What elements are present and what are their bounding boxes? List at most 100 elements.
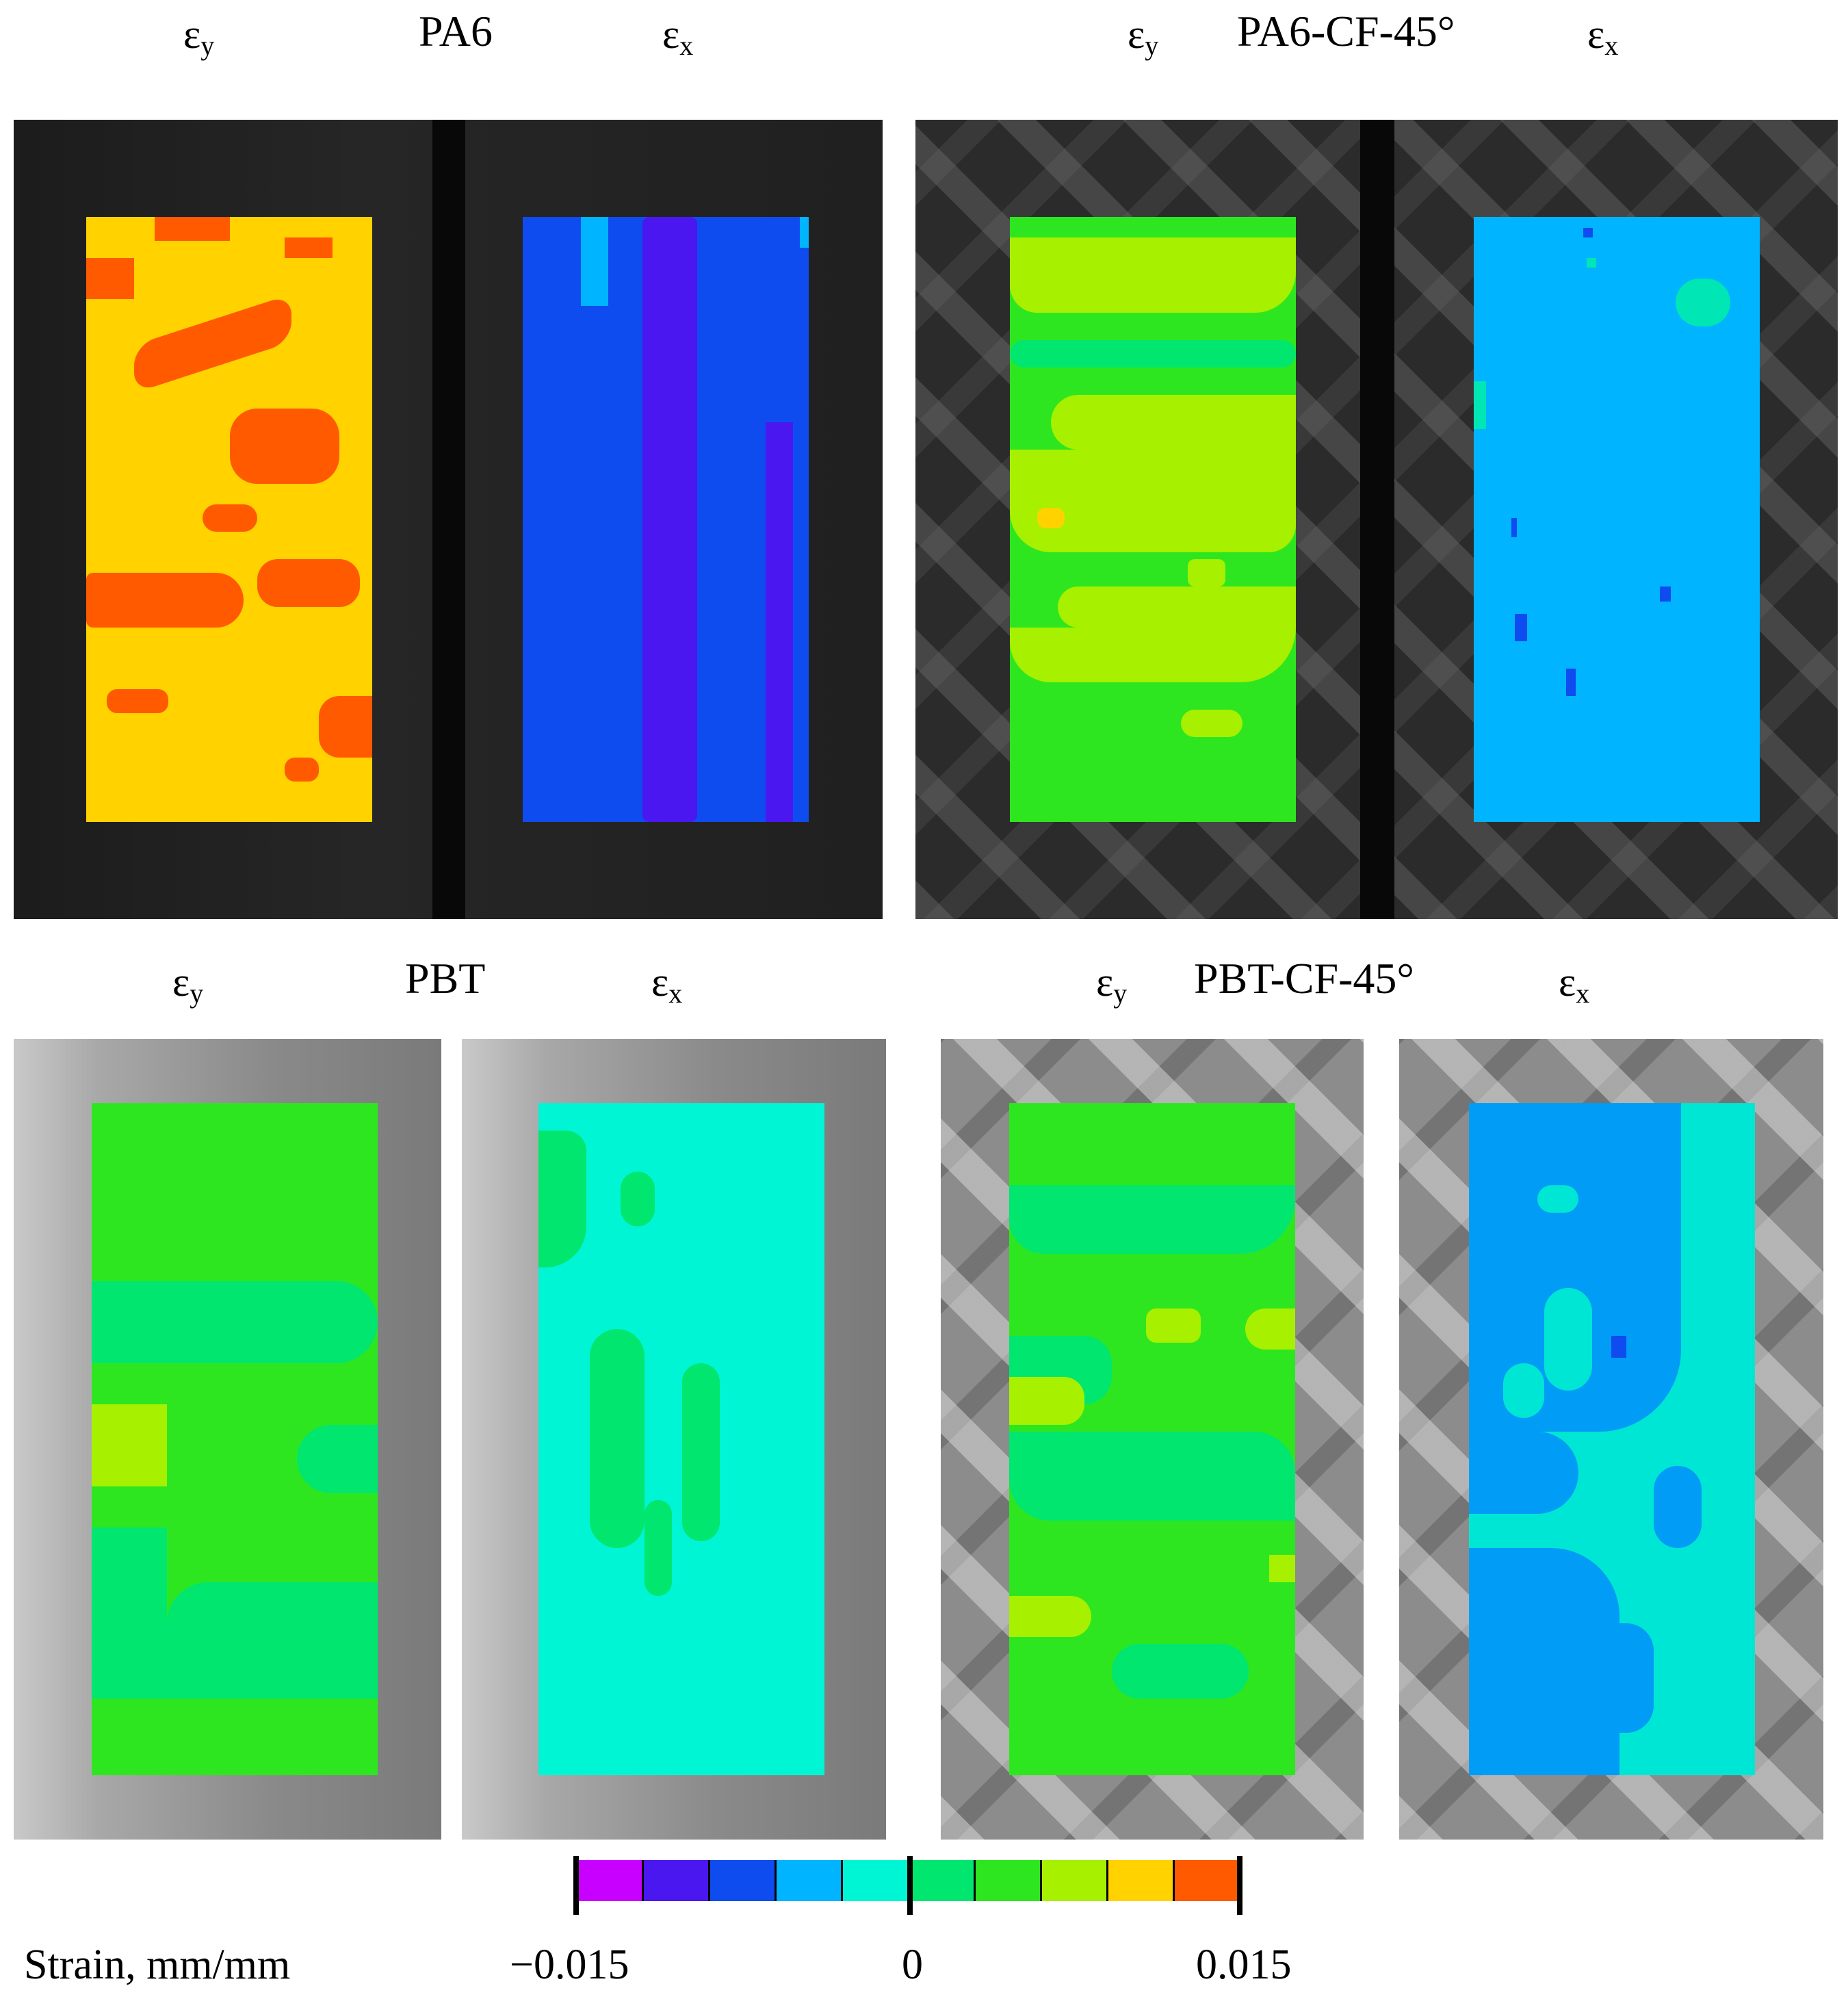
pa6cf-title: PA6-CF-45° bbox=[1237, 7, 1455, 55]
pbt-ex-strain-map bbox=[538, 1103, 824, 1775]
strain-region bbox=[1009, 1432, 1295, 1521]
pa6-ey-label: εy bbox=[183, 12, 215, 61]
strain-region bbox=[766, 422, 793, 822]
pbt-ex-label: εx bbox=[651, 959, 683, 1009]
strain-region bbox=[1469, 1432, 1578, 1514]
pa6cf-ex-strain-map bbox=[1474, 217, 1760, 822]
colorbar-tick bbox=[841, 1860, 843, 1901]
pbtcf-ey-specimen-image bbox=[941, 1039, 1364, 1840]
strain-region bbox=[1058, 586, 1296, 628]
strain-region bbox=[230, 409, 339, 484]
strain-region bbox=[107, 689, 168, 713]
pbtcf-ey-strain-map bbox=[1009, 1103, 1295, 1775]
strain-region bbox=[1009, 1185, 1295, 1254]
strain-colorbar bbox=[573, 1856, 1242, 1915]
strain-region bbox=[1010, 450, 1296, 552]
strain-region bbox=[1660, 586, 1671, 602]
strain-region bbox=[1010, 340, 1296, 367]
strain-region bbox=[1611, 1336, 1626, 1358]
strain-region bbox=[1551, 1623, 1654, 1733]
strain-region bbox=[285, 758, 319, 782]
colorbar-tick bbox=[1040, 1860, 1042, 1901]
colorbar-segment bbox=[576, 1860, 642, 1901]
strain-region bbox=[1515, 614, 1527, 641]
colorbar-tick bbox=[974, 1860, 976, 1901]
strain-region bbox=[1051, 395, 1296, 450]
colorbar-end-right bbox=[1237, 1856, 1242, 1915]
colorbar-segment bbox=[974, 1860, 1041, 1901]
strain-region bbox=[800, 217, 809, 248]
strain-region bbox=[1474, 381, 1486, 429]
pa6cf-ex-label: εx bbox=[1587, 12, 1619, 61]
pbt-title: PBT bbox=[405, 954, 486, 1003]
strain-region bbox=[257, 559, 360, 607]
colorbar-segment bbox=[709, 1860, 775, 1901]
strain-region bbox=[682, 1363, 720, 1541]
strain-region bbox=[1583, 228, 1593, 237]
colorbar-segment bbox=[1173, 1860, 1240, 1901]
strain-region bbox=[1009, 1596, 1091, 1637]
strain-region bbox=[174, 1699, 297, 1733]
colorbar-segment bbox=[1107, 1860, 1173, 1901]
pa6cf-ey-label: εy bbox=[1128, 12, 1159, 61]
strain-region bbox=[645, 1500, 672, 1596]
strain-region bbox=[1009, 1377, 1084, 1425]
strain-region bbox=[155, 217, 230, 241]
strain-region bbox=[1010, 628, 1296, 682]
colorbar-segment bbox=[1041, 1860, 1107, 1901]
pa6cf-specimen-image bbox=[915, 120, 1838, 919]
strain-region bbox=[590, 1329, 645, 1548]
strain-region bbox=[1566, 669, 1576, 696]
pa6-ex-label: εx bbox=[662, 12, 694, 61]
strain-region bbox=[203, 504, 257, 532]
colorbar-tick bbox=[1173, 1860, 1175, 1901]
colorbar-segment bbox=[908, 1860, 974, 1901]
strain-region bbox=[319, 696, 372, 758]
pbtcf-ex-label: εx bbox=[1559, 959, 1590, 1009]
colorbar-max-label: 0.015 bbox=[1196, 1942, 1292, 1988]
pa6cf-ey-strain-map bbox=[1010, 217, 1296, 822]
specimen-gap bbox=[432, 120, 465, 919]
specimen-gap bbox=[1360, 120, 1394, 919]
pbt-ey-specimen-image bbox=[14, 1039, 441, 1840]
pbtcf-ey-label: εy bbox=[1096, 959, 1128, 1009]
strain-region bbox=[92, 1404, 167, 1486]
strain-region bbox=[1037, 508, 1065, 528]
strain-region bbox=[134, 294, 291, 394]
colorbar-segment bbox=[842, 1860, 908, 1901]
colorbar-end-left bbox=[573, 1856, 579, 1915]
pa6-specimen-image bbox=[14, 120, 883, 919]
pa6-ey-strain-map bbox=[86, 217, 372, 822]
pbt-ex-specimen-image bbox=[462, 1039, 886, 1840]
strain-region bbox=[1269, 1555, 1295, 1582]
pbtcf-title: PBT-CF-45° bbox=[1194, 954, 1414, 1003]
pbt-ey-label: εy bbox=[172, 959, 204, 1009]
strain-region bbox=[581, 217, 608, 306]
strain-region bbox=[285, 237, 333, 258]
strain-region bbox=[86, 258, 134, 299]
strain-region bbox=[297, 1425, 378, 1493]
strain-region bbox=[1676, 279, 1730, 326]
colorbar-tick bbox=[775, 1860, 777, 1901]
strain-region bbox=[1010, 237, 1296, 313]
strain-region bbox=[1188, 559, 1225, 586]
strain-region bbox=[167, 1582, 378, 1699]
strain-region bbox=[1181, 710, 1242, 737]
strain-region bbox=[1146, 1308, 1201, 1343]
pa6-ex-strain-map bbox=[523, 217, 809, 822]
strain-region bbox=[1511, 518, 1517, 537]
strain-region bbox=[92, 1527, 167, 1699]
colorbar-caption: Strain, mm/mm bbox=[24, 1942, 291, 1988]
pbt-ey-strain-map bbox=[92, 1103, 378, 1775]
strain-region bbox=[1245, 1308, 1295, 1350]
strain-region bbox=[621, 1172, 655, 1226]
colorbar-tick bbox=[1106, 1860, 1108, 1901]
colorbar-mid-label: 0 bbox=[902, 1942, 923, 1988]
strain-region bbox=[1537, 1185, 1578, 1213]
colorbar-tick bbox=[642, 1860, 644, 1901]
strain-region bbox=[1112, 1644, 1249, 1699]
strain-region bbox=[1544, 1288, 1592, 1391]
pa6-title: PA6 bbox=[419, 7, 493, 55]
pbtcf-ex-specimen-image bbox=[1399, 1039, 1823, 1840]
strain-region bbox=[86, 573, 244, 628]
